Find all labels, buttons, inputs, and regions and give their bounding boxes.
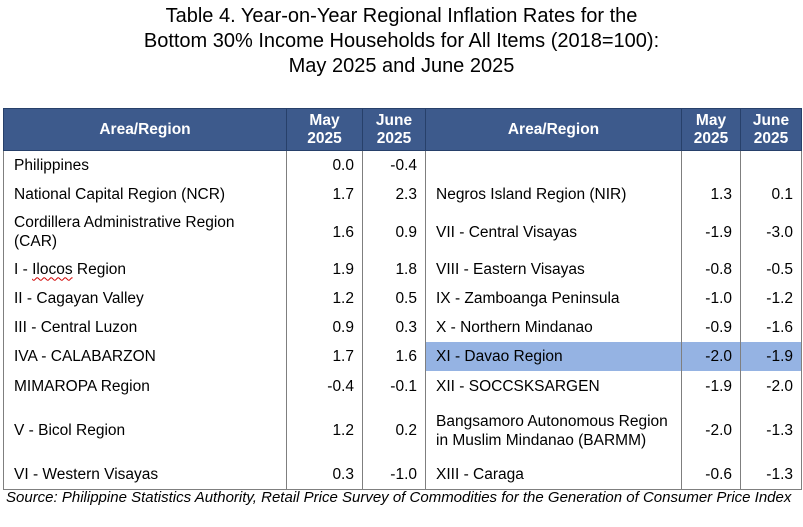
may-cell: -0.8 (681, 255, 741, 283)
june-cell: -1.3 (740, 401, 802, 460)
area-cell: III - Central Luzon (3, 313, 287, 342)
header-area-left: Area/Region (3, 108, 287, 151)
june-cell: -1.3 (740, 460, 802, 490)
header-area-right: Area/Region (425, 108, 682, 151)
table-row: V - Bicol Region 1.2 0.2 Bangsamoro Auto… (3, 401, 802, 460)
title-line-1: Table 4. Year-on-Year Regional Inflation… (165, 5, 638, 27)
june-cell: 1.6 (362, 342, 426, 371)
may-cell-highlighted: -2.0 (681, 342, 741, 371)
spellcheck-word: Ilocos (32, 260, 73, 278)
title-line-3: May 2025 and June 2025 (288, 55, 515, 77)
june-cell: 0.9 (362, 209, 426, 255)
source-label: Source: (6, 489, 58, 506)
may-cell: -1.9 (681, 371, 741, 401)
june-cell: 0.1 (740, 179, 802, 209)
area-cell: VI - Western Visayas (3, 460, 287, 490)
table-row: II - Cagayan Valley 1.2 0.5 IX - Zamboan… (3, 283, 802, 313)
area-cell: IVA - CALABARZON (3, 342, 287, 371)
table-row: III - Central Luzon 0.9 0.3 X - Northern… (3, 313, 802, 342)
june-cell: 0.3 (362, 313, 426, 342)
may-cell: -0.9 (681, 313, 741, 342)
area-cell: Bangsamoro Autonomous Region in Muslim M… (425, 401, 682, 460)
header-may-right: May 2025 (681, 108, 741, 151)
june-cell: 0.5 (362, 283, 426, 313)
may-cell: 1.9 (286, 255, 363, 283)
header-row: Area/Region May 2025 June 2025 Area/Region… (3, 108, 802, 151)
june-cell: -0.5 (740, 255, 802, 283)
table-row: National Capital Region (NCR) 1.7 2.3 Ne… (3, 179, 802, 209)
june-cell: 2.3 (362, 179, 426, 209)
may-cell: 0.3 (286, 460, 363, 490)
table-row: Philippines 0.0 -0.4 (3, 150, 802, 179)
table-row: Cordillera Administrative Region (CAR) 1… (3, 209, 802, 255)
area-cell: XII - SOCCSKSARGEN (425, 371, 682, 401)
header-june-left: June 2025 (362, 108, 426, 151)
table-row: VI - Western Visayas 0.3 -1.0 XIII - Car… (3, 460, 802, 490)
may-cell: 1.6 (286, 209, 363, 255)
june-cell: -2.0 (740, 371, 802, 401)
june-cell: 1.8 (362, 255, 426, 283)
may-cell (681, 150, 741, 179)
title-line-2: Bottom 30% Income Households for All Ite… (143, 30, 660, 52)
area-cell: II - Cagayan Valley (3, 283, 287, 313)
source-note: Source: Philippine Statistics Authority,… (6, 488, 800, 507)
june-cell: -0.4 (362, 150, 426, 179)
june-cell: -3.0 (740, 209, 802, 255)
source-text: Philippine Statistics Authority, Retail … (61, 489, 792, 506)
may-cell: -0.6 (681, 460, 741, 490)
may-cell: -0.4 (286, 371, 363, 401)
header-may-left: May 2025 (286, 108, 363, 151)
may-cell: -2.0 (681, 401, 741, 460)
area-cell: Cordillera Administrative Region (CAR) (3, 209, 287, 255)
area-cell (425, 150, 682, 179)
june-cell (740, 150, 802, 179)
june-cell-highlighted: -1.9 (740, 342, 802, 371)
may-cell: 1.7 (286, 179, 363, 209)
june-cell: -1.0 (362, 460, 426, 490)
may-cell: 0.9 (286, 313, 363, 342)
area-cell: IX - Zamboanga Peninsula (425, 283, 682, 313)
area-cell: MIMAROPA Region (3, 371, 287, 401)
area-cell: XIII - Caraga (425, 460, 682, 490)
table-row: I - Ilocos Region 1.9 1.8 VIII - Eastern… (3, 255, 802, 283)
table-title: Table 4. Year-on-Year Regional Inflation… (0, 4, 803, 79)
may-cell: -1.0 (681, 283, 741, 313)
june-cell: -0.1 (362, 371, 426, 401)
area-cell: V - Bicol Region (3, 401, 287, 460)
may-cell: 1.2 (286, 283, 363, 313)
june-cell: 0.2 (362, 401, 426, 460)
area-cell: VIII - Eastern Visayas (425, 255, 682, 283)
header-june-right: June 2025 (740, 108, 802, 151)
area-cell: National Capital Region (NCR) (3, 179, 287, 209)
area-cell-highlighted: XI - Davao Region (425, 342, 682, 371)
table-row: IVA - CALABARZON 1.7 1.6 XI - Davao Regi… (3, 342, 802, 371)
may-cell: 0.0 (286, 150, 363, 179)
area-cell: Philippines (3, 150, 287, 179)
may-cell: 1.3 (681, 179, 741, 209)
area-cell: I - Ilocos Region (3, 255, 287, 283)
area-cell: Negros Island Region (NIR) (425, 179, 682, 209)
area-cell: X - Northern Mindanao (425, 313, 682, 342)
june-cell: -1.2 (740, 283, 802, 313)
may-cell: 1.7 (286, 342, 363, 371)
may-cell: 1.2 (286, 401, 363, 460)
june-cell: -1.6 (740, 313, 802, 342)
may-cell: -1.9 (681, 209, 741, 255)
area-cell: VII - Central Visayas (425, 209, 682, 255)
table-row: MIMAROPA Region -0.4 -0.1 XII - SOCCSKSA… (3, 371, 802, 401)
inflation-table: Area/Region May 2025 June 2025 Area/Region… (3, 108, 802, 490)
